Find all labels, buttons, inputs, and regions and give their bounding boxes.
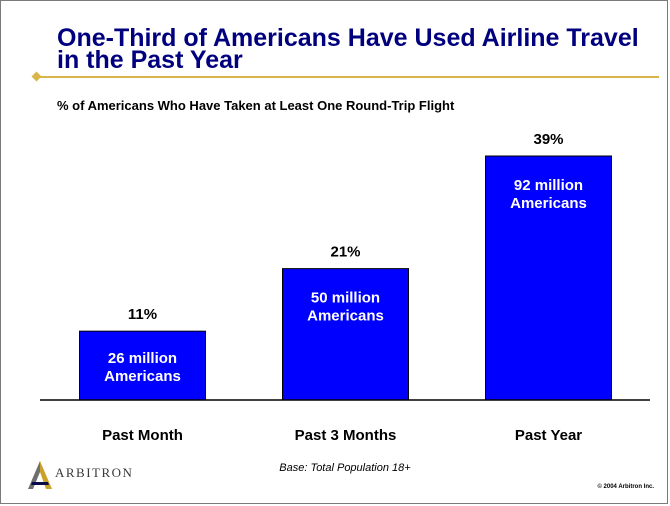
bar-1 xyxy=(282,268,409,401)
arbitron-logo-icon xyxy=(28,461,52,489)
bar-inner-label-0-1: Americans xyxy=(104,368,181,385)
base-note: Base: Total Population 18+ xyxy=(279,462,411,474)
copyright-text: © 2004 Arbitron Inc. xyxy=(597,484,654,490)
slide-title: One-Third of Americans Have Used Airline… xyxy=(57,24,639,74)
bar-value-label-0: 11% xyxy=(128,306,157,323)
bar-value-label-2: 39% xyxy=(533,131,563,148)
bar-inner-label-1-1: Americans xyxy=(307,308,384,325)
category-label-2: Past Year xyxy=(515,427,582,444)
title-rule xyxy=(37,76,659,78)
category-label-0: Past Month xyxy=(102,427,183,444)
bar-inner-label-0-0: 26 million xyxy=(108,350,177,367)
arbitron-logo: ARBITRON xyxy=(27,460,133,490)
bar-inner-label-1-0: 50 million xyxy=(311,290,380,307)
bar-2 xyxy=(485,155,612,401)
chart-subtitle: % of Americans Who Have Taken at Least O… xyxy=(57,98,455,113)
category-label-1: Past 3 Months xyxy=(295,427,397,444)
bar-inner-label-2-1: Americans xyxy=(510,195,587,212)
bar-value-label-1: 21% xyxy=(330,244,360,261)
logo-wordmark: ARBITRON xyxy=(55,465,134,480)
bar-inner-label-2-0: 92 million xyxy=(514,177,583,194)
